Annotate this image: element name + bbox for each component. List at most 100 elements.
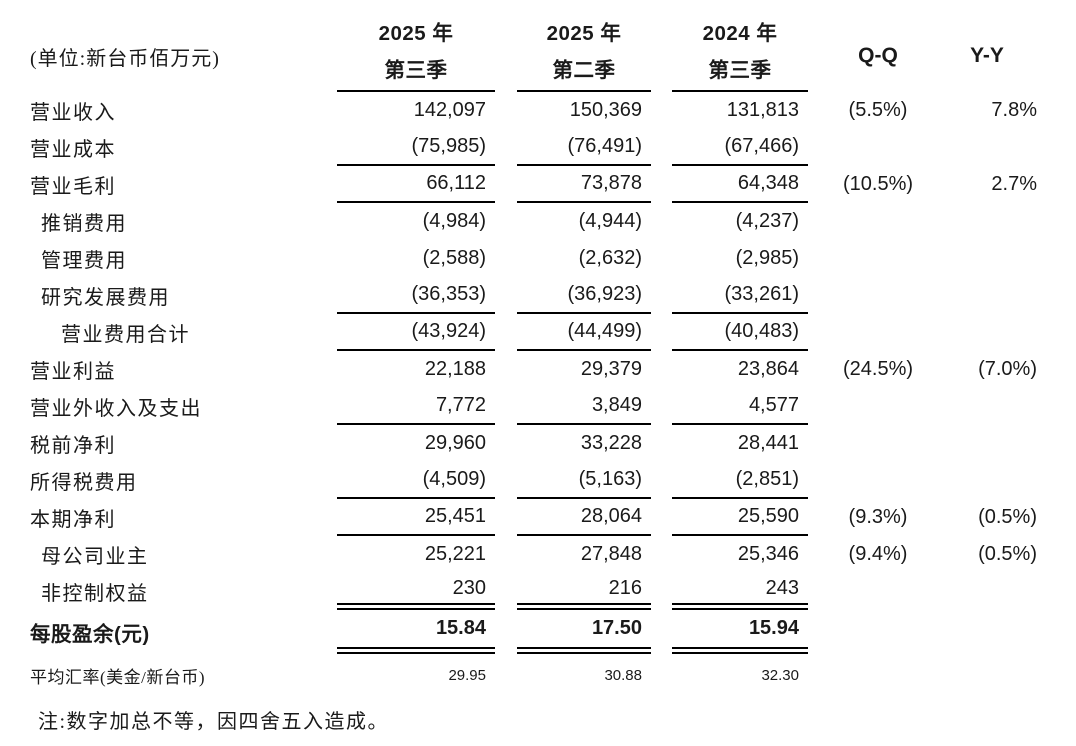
- value-qq: (9.3%): [848, 506, 908, 528]
- unit-label: (单位:新台币佰万元): [30, 47, 220, 70]
- value-2024-q3: 64,348: [672, 166, 808, 203]
- table-row: 母公司业主 25,221 27,848 25,346 (9.4%) (0.5%): [30, 536, 1046, 573]
- row-label: 母公司业主: [41, 546, 149, 568]
- row-label: 营业外收入及支出: [30, 398, 202, 420]
- row-label: 税前净利: [30, 435, 116, 457]
- value-2025-q3: (4,984): [422, 210, 486, 232]
- value-qq: [828, 610, 928, 654]
- value-2024-q3: (4,237): [735, 210, 799, 232]
- column-header-quarter: 第三季: [384, 59, 448, 82]
- table-row: 管理费用 (2,588) (2,632) (2,985): [30, 240, 1046, 277]
- row-label: 本期净利: [30, 509, 116, 531]
- table-row: 营业收入 142,097 150,369 131,813 (5.5%) 7.8%: [30, 92, 1046, 129]
- value-2025-q2: 3,849: [517, 388, 651, 425]
- value-yy: [928, 129, 1046, 166]
- table-row: 营业外收入及支出 7,772 3,849 4,577: [30, 388, 1046, 425]
- value-2024-q3: 28,441: [737, 432, 799, 454]
- row-label: 每股盈余(元): [30, 623, 150, 646]
- value-2024-q3: (2,851): [672, 462, 808, 499]
- value-2024-q3: (2,985): [735, 247, 799, 269]
- value-yy: [928, 277, 1046, 314]
- value-2024-q3: 243: [672, 573, 808, 610]
- value-qq: [828, 129, 928, 166]
- column-header-year: 2025 年: [378, 22, 454, 45]
- value-yy: [928, 314, 1046, 351]
- row-label: 营业成本: [30, 139, 116, 161]
- value-yy: 7.8%: [991, 99, 1037, 121]
- value-yy: (0.5%): [978, 506, 1037, 528]
- row-label: 推销费用: [41, 213, 127, 235]
- table-row: 推销费用 (4,984) (4,944) (4,237): [30, 203, 1046, 240]
- value-2024-q3: 15.94: [672, 610, 808, 654]
- value-2025-q3: 66,112: [337, 166, 495, 203]
- value-2024-q3: 23,864: [737, 358, 799, 380]
- value-yy: [928, 462, 1046, 499]
- table-row: 本期净利 25,451 28,064 25,590 (9.3%) (0.5%): [30, 499, 1046, 536]
- value-2025-q3: 7,772: [337, 388, 495, 425]
- value-2025-q3: 230: [337, 573, 495, 610]
- value-2025-q3: (4,509): [337, 462, 495, 499]
- value-yy: [928, 654, 1046, 696]
- row-label: 研究发展费用: [41, 287, 170, 309]
- value-qq: [828, 203, 928, 240]
- value-2024-q3: 25,590: [672, 499, 808, 536]
- row-label: 非控制权益: [41, 583, 149, 605]
- table-row: 税前净利 29,960 33,228 28,441: [30, 425, 1046, 462]
- value-qq: [828, 654, 928, 696]
- value-qq: (5.5%): [848, 99, 908, 121]
- value-qq: [828, 314, 928, 351]
- value-yy: 2.7%: [991, 173, 1037, 195]
- table-row-eps: 每股盈余(元) 15.84 17.50 15.94: [30, 610, 1046, 654]
- value-2025-q2: 73,878: [517, 166, 651, 203]
- value-2025-q2: (44,499): [517, 314, 651, 351]
- value-2024-q3: (67,466): [672, 129, 808, 166]
- column-header-quarter: 第三季: [708, 59, 772, 82]
- table-row: 营业毛利 66,112 73,878 64,348 (10.5%) 2.7%: [30, 166, 1046, 203]
- value-2025-q2: (36,923): [517, 277, 651, 314]
- value-qq: [828, 240, 928, 277]
- value-2025-q3: (2,588): [422, 247, 486, 269]
- value-2025-q2: 27,848: [580, 543, 642, 565]
- column-header-2025-q2: 2025 年 第二季: [517, 20, 651, 92]
- value-2025-q2: 33,228: [580, 432, 642, 454]
- value-2025-q2: 216: [517, 573, 651, 610]
- value-2025-q3: 29,960: [424, 432, 486, 454]
- value-yy: [928, 240, 1046, 277]
- column-header-2025-q3: 2025 年 第三季: [337, 20, 495, 92]
- value-2025-q3: 29.95: [448, 666, 486, 684]
- value-yy: (7.0%): [978, 358, 1037, 380]
- value-2025-q2: 30.88: [604, 666, 642, 684]
- value-2025-q3: 22,188: [424, 358, 486, 380]
- column-header-qq: Q-Q: [858, 44, 898, 67]
- table-row: 营业成本 (75,985) (76,491) (67,466): [30, 129, 1046, 166]
- row-label: 所得税费用: [30, 472, 138, 494]
- table-row: 营业利益 22,188 29,379 23,864 (24.5%) (7.0%): [30, 351, 1046, 388]
- table-row: 研究发展费用 (36,353) (36,923) (33,261): [30, 277, 1046, 314]
- value-2025-q3: (43,924): [337, 314, 495, 351]
- row-label: 营业利益: [30, 361, 116, 383]
- column-header-quarter: 第二季: [552, 59, 616, 82]
- value-2025-q2: 17.50: [517, 610, 651, 654]
- column-header-2024-q3: 2024 年 第三季: [672, 20, 808, 92]
- value-2025-q2: 150,369: [569, 99, 642, 121]
- column-header-year: 2024 年: [702, 22, 778, 45]
- column-header-year: 2025 年: [546, 22, 622, 45]
- value-qq: [828, 462, 928, 499]
- value-2025-q3: 15.84: [337, 610, 495, 654]
- income-statement-table: (单位:新台币佰万元) 2025 年 第三季 2025 年 第二季 2024 年…: [30, 20, 1046, 696]
- value-2025-q3: 142,097: [413, 99, 486, 121]
- row-label: 平均汇率(美金/新台币): [30, 667, 206, 687]
- value-yy: [928, 573, 1046, 610]
- value-qq: [828, 277, 928, 314]
- value-2025-q3: (36,353): [337, 277, 495, 314]
- value-2025-q2: (4,944): [578, 210, 642, 232]
- value-2024-q3: (33,261): [672, 277, 808, 314]
- value-yy: (0.5%): [978, 543, 1037, 565]
- value-yy: [928, 425, 1046, 462]
- value-2025-q2: (76,491): [517, 129, 651, 166]
- table-row-exchange-rate: 平均汇率(美金/新台币) 29.95 30.88 32.30: [30, 654, 1046, 696]
- table-row: 营业费用合计 (43,924) (44,499) (40,483): [30, 314, 1046, 351]
- value-2025-q3: 25,221: [424, 543, 486, 565]
- value-yy: [928, 388, 1046, 425]
- table-row: 所得税费用 (4,509) (5,163) (2,851): [30, 462, 1046, 499]
